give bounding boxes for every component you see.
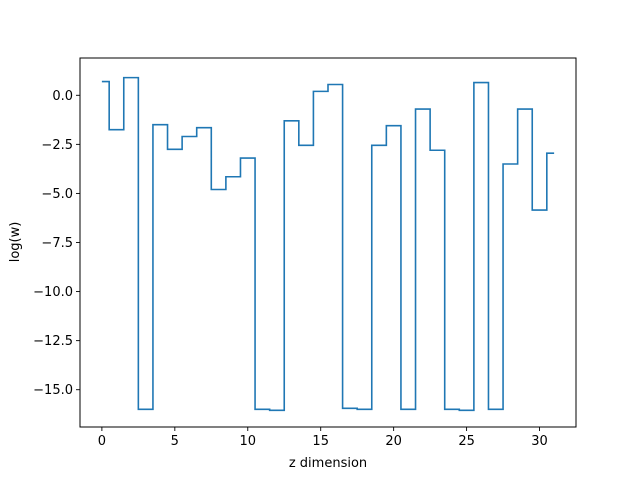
y-tick-label: −2.5 <box>41 138 73 153</box>
y-tick-label: −10.0 <box>33 285 73 300</box>
y-tick-label: 0.0 <box>52 89 73 104</box>
plot-frame <box>79 57 577 428</box>
series-step-line <box>101 76 555 412</box>
x-tick-label: 20 <box>385 434 402 449</box>
y-tick-label: −12.5 <box>33 334 73 349</box>
x-tick-label: 10 <box>239 434 256 449</box>
x-axis-label: z dimension <box>289 456 367 471</box>
y-tick-label: −15.0 <box>33 383 73 398</box>
y-axis-label: log(w) <box>8 222 23 263</box>
y-tick-label: −7.5 <box>41 236 73 251</box>
x-tick-label: 15 <box>312 434 329 449</box>
plot-area <box>101 76 555 412</box>
y-tick-label: −5.0 <box>41 187 73 202</box>
axis-ticks: 0 5 10 15 20 25 30 0.0 −2.5 −5.0 −7.5 −10.0 −12.5 −15… <box>33 89 548 449</box>
x-tick-label: 5 <box>171 434 179 449</box>
x-tick-label: 0 <box>98 434 106 449</box>
x-tick-label: 30 <box>531 434 548 449</box>
x-tick-label: 25 <box>458 434 475 449</box>
